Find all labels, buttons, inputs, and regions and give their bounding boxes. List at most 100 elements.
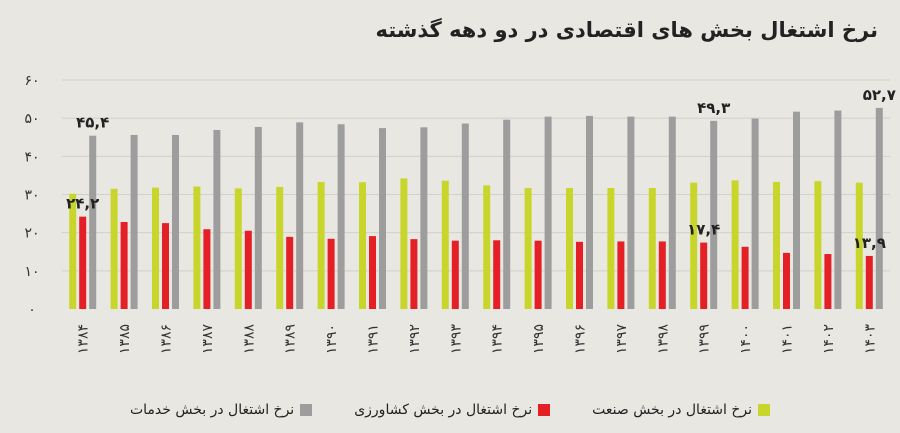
bar	[193, 186, 201, 309]
bar	[317, 181, 325, 309]
y-tick-label: ۰	[28, 302, 36, 318]
bar	[814, 181, 822, 309]
x-tick-label: ۱۳۸۷	[200, 324, 216, 355]
bar	[420, 127, 428, 310]
y-tick-label: ۱۰	[24, 264, 39, 280]
gridlines	[62, 79, 890, 272]
data-label: ۱۷,۴	[687, 221, 720, 239]
bar	[213, 129, 221, 309]
x-tick-label: ۱۳۸۹	[283, 324, 299, 354]
legend-swatch	[758, 404, 771, 416]
x-tick-label: ۱۳۹۹	[697, 324, 713, 354]
bar	[254, 126, 262, 309]
bar	[875, 107, 883, 309]
legend-item: نرخ اشتغال در بخش صنعت	[592, 402, 771, 418]
bar	[658, 241, 666, 309]
x-tick-label: ۱۳۹۴	[490, 324, 506, 354]
bar	[379, 128, 386, 309]
x-axis: ۱۳۸۴ ۱۳۸۵ ۱۳۸۶ ۱۳۸۷ ۱۳۸۸ ۱۳۸۹ ۱۳۹۰ ۱۳۹۱ ۱۳۹۲ ۱۳۹۳…	[76, 324, 879, 355]
bar	[130, 134, 138, 309]
bar	[110, 188, 118, 309]
bar	[493, 240, 501, 309]
bar	[627, 116, 635, 309]
bar	[865, 255, 873, 309]
x-tick-label: ۱۳۸۶	[159, 324, 175, 354]
legend-label: نرخ اشتغال در بخش صنعت	[592, 402, 753, 418]
bar	[586, 115, 593, 309]
legend-swatch	[300, 404, 313, 416]
data-labels: ۴۵,۴ ۲۴,۲ ۴۹,۳ ۱۷,۴ ۵۲,۷ ۱۳,۹	[66, 86, 896, 252]
data-label: ۴۵,۴	[76, 114, 109, 132]
bar	[400, 178, 408, 309]
y-tick-label: ۴۰	[24, 149, 39, 165]
x-tick-label: ۱۴۰۰	[738, 324, 754, 354]
x-tick-label: ۱۳۸۵	[117, 324, 133, 354]
bar	[710, 120, 718, 309]
data-label: ۱۳,۹	[853, 234, 886, 252]
legend: نرخ اشتغال در بخش صنعت نرخ اشتغال در بخش …	[0, 402, 900, 418]
x-tick-label: ۱۳۹۱	[366, 324, 382, 354]
bar	[566, 188, 573, 309]
y-axis: ۰ ۱۰ ۲۰ ۳۰ ۴۰ ۵۰ ۶۰	[24, 73, 39, 318]
legend-label: نرخ اشتغال در بخش خدمات	[129, 402, 295, 418]
bar	[162, 223, 169, 309]
bar	[79, 216, 87, 309]
bar	[793, 111, 800, 309]
legend-item: نرخ اشتغال در بخش خدمات	[129, 402, 313, 418]
bar	[359, 182, 366, 309]
chart-title: نرخ اشتغال بخش های اقتصادی در دو دهه گذش…	[375, 18, 878, 42]
x-tick-label: ۱۴۰۱	[780, 324, 796, 354]
bar	[152, 187, 159, 309]
bar	[648, 188, 656, 309]
x-tick-label: ۱۳۸۴	[76, 324, 92, 354]
bar	[576, 241, 583, 309]
x-tick-label: ۱۳۹۰	[324, 324, 340, 354]
bar	[483, 185, 491, 309]
bar	[524, 188, 532, 309]
bar	[89, 135, 97, 309]
y-tick-label: ۶۰	[24, 73, 39, 89]
bar	[751, 118, 759, 309]
bar	[441, 180, 449, 309]
bar	[327, 238, 335, 309]
x-tick-label: ۱۳۹۷	[614, 324, 630, 355]
bar	[534, 240, 542, 309]
bar	[690, 182, 698, 309]
bar	[824, 254, 832, 309]
y-tick-label: ۵۰	[24, 111, 39, 127]
y-tick-label: ۳۰	[24, 188, 39, 204]
bar	[410, 239, 418, 309]
bar	[203, 229, 211, 309]
x-tick-label: ۱۳۹۸	[655, 324, 671, 355]
bar	[783, 252, 790, 309]
x-tick-label: ۱۳۹۶	[573, 324, 589, 354]
x-tick-label: ۱۴۰۲	[821, 324, 837, 354]
bar	[451, 240, 459, 309]
bar	[741, 246, 749, 309]
x-tick-label: ۱۳۸۸	[241, 324, 257, 355]
bar	[276, 186, 284, 309]
bar	[369, 236, 376, 309]
bar	[461, 123, 469, 309]
legend-label: نرخ اشتغال در بخش کشاورزی	[354, 402, 533, 418]
bar	[69, 193, 77, 309]
bar	[700, 242, 708, 309]
y-tick-label: ۲۰	[24, 226, 39, 242]
bar	[668, 116, 676, 309]
bar	[337, 124, 345, 309]
bar	[120, 221, 128, 309]
bar	[731, 180, 739, 309]
bar	[855, 182, 863, 309]
bar	[503, 119, 511, 310]
x-tick-label: ۱۳۹۳	[448, 324, 464, 355]
x-tick-label: ۱۴۰۳	[862, 324, 878, 355]
bar	[286, 236, 294, 309]
bar	[544, 116, 552, 309]
bar	[607, 188, 615, 309]
data-label: ۵۲,۷	[863, 86, 896, 104]
legend-swatch	[538, 404, 551, 416]
x-tick-label: ۱۳۹۲	[407, 324, 423, 354]
legend-item: نرخ اشتغال در بخش کشاورزی	[354, 402, 551, 418]
x-tick-label: ۱۳۹۵	[531, 324, 547, 354]
